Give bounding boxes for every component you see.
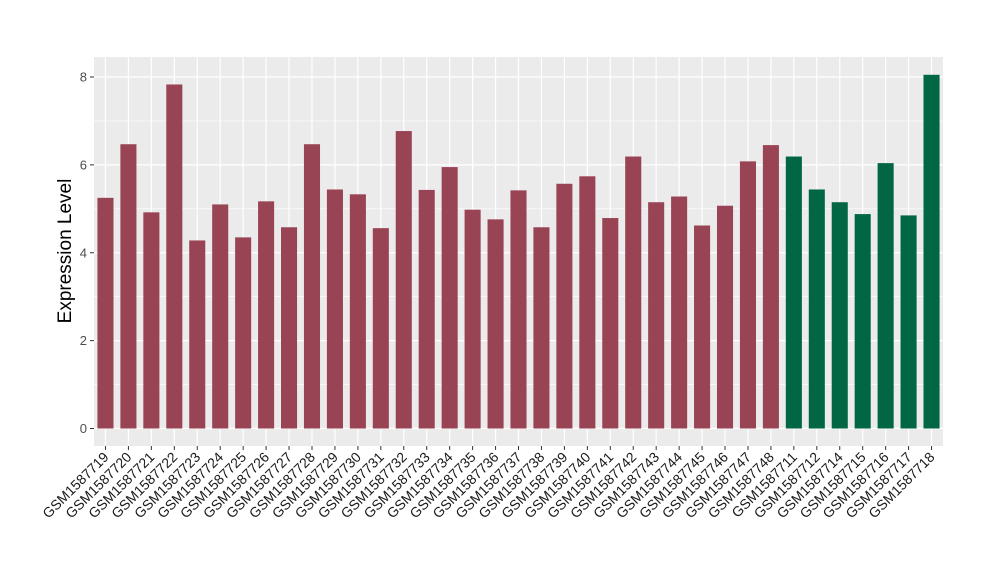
bar-GSM1587714 xyxy=(831,202,848,429)
bar-GSM1587721 xyxy=(143,212,160,429)
bar-GSM1587745 xyxy=(694,225,711,429)
bar-GSM1587717 xyxy=(900,215,917,429)
bar-GSM1587731 xyxy=(372,228,389,429)
bar-GSM1587736 xyxy=(487,219,504,429)
bar-GSM1587744 xyxy=(671,196,688,429)
bar-GSM1587711 xyxy=(785,156,802,429)
bar-GSM1587718 xyxy=(923,74,940,429)
y-tick-label: 6 xyxy=(80,157,87,172)
bar-GSM1587732 xyxy=(395,131,412,429)
bar-GSM1587720 xyxy=(120,144,137,429)
bar-GSM1587737 xyxy=(510,190,527,429)
bar-GSM1587724 xyxy=(212,204,229,429)
bar-GSM1587739 xyxy=(556,183,573,429)
bar-GSM1587715 xyxy=(854,214,871,429)
bar-GSM1587740 xyxy=(579,176,596,429)
bar-GSM1587743 xyxy=(648,202,665,429)
bar-GSM1587733 xyxy=(418,189,435,429)
bar-GSM1587730 xyxy=(349,194,366,429)
bar-GSM1587747 xyxy=(739,161,756,429)
bar-GSM1587738 xyxy=(533,227,550,429)
y-tick-label: 4 xyxy=(80,245,87,260)
bar-GSM1587735 xyxy=(464,209,481,429)
y-axis: 0 2 4 6 8 xyxy=(80,70,94,436)
bar-GSM1587734 xyxy=(441,167,458,429)
bar-GSM1587716 xyxy=(877,163,894,429)
bar-GSM1587728 xyxy=(303,144,321,429)
bar-GSM1587746 xyxy=(716,205,734,429)
bar-GSM1587723 xyxy=(189,240,206,429)
bars xyxy=(97,74,940,429)
bar-GSM1587722 xyxy=(166,84,183,429)
bar-GSM1587719 xyxy=(97,197,114,429)
bar-GSM1587726 xyxy=(258,201,275,429)
y-axis-title: Expression Level xyxy=(55,179,76,324)
y-tick-label: 8 xyxy=(80,70,87,85)
bar-GSM1587742 xyxy=(625,156,642,429)
bar-GSM1587748 xyxy=(762,145,779,429)
bar-GSM1587741 xyxy=(602,218,619,429)
y-tick-label: 2 xyxy=(80,333,87,348)
bar-GSM1587729 xyxy=(326,189,343,429)
bar-GSM1587712 xyxy=(808,189,825,429)
y-tick-label: 0 xyxy=(80,421,87,436)
bar-GSM1587725 xyxy=(235,237,252,429)
x-axis: GSM1587719GSM1587720GSM1587721GSM1587722… xyxy=(39,446,938,521)
bar-GSM1587727 xyxy=(281,227,298,429)
